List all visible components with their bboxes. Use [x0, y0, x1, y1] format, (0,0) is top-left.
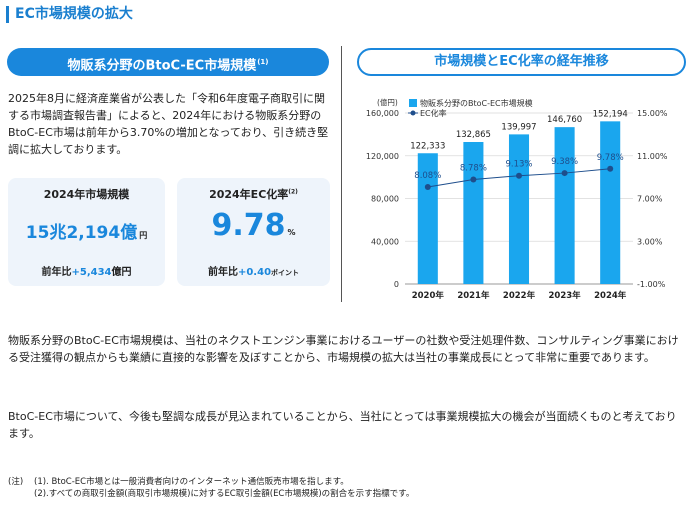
kpi-ec-rate-value-row: 9.78% [177, 208, 330, 243]
body-paragraph-2: BtoC-EC市場について、今後も堅調な成長が見込まれていることから、当社にとっ… [8, 410, 677, 440]
y-left-unit: (億円) [377, 97, 398, 107]
kpi-ec-rate-delta: +0.40 [237, 267, 272, 278]
footnote-2: (2).すべての商取引金額(商取引市場規模)に対するEC取引金額(EC市場規模)… [34, 489, 415, 499]
y-right-tick-label: 3.00% [637, 237, 663, 246]
kpi-ec-rate-sub-unit: ポイント [271, 269, 300, 277]
x-tick-label: 2023年 [549, 290, 582, 301]
y-right-tick-label: 7.00% [637, 195, 663, 204]
left-panel-title: 物販系分野のBtoC-EC市場規模(1) [7, 48, 329, 76]
x-tick-label: 2020年 [412, 290, 445, 301]
kpi-ec-rate-sub: 前年比+0.40ポイント [177, 263, 330, 278]
intro-text: 2025年8月に経済産業省が公表した「令和6年度電子商取引に関する市場調査報告書… [8, 92, 329, 156]
left-panel-title-note: (1) [257, 58, 269, 66]
market-size-chart: 0 -1.00% 40,000 3.00% 80,000 7.00% 120,000 11.0… [366, 97, 668, 301]
y-left-tick-label: 40,000 [371, 237, 399, 246]
kpi-ec-rate-sub-prefix: 前年比 [207, 267, 238, 278]
legend-bar-label: 物販系分野のBtoC-EC市場規模 [420, 98, 533, 108]
ec-rate-label: 9.78% [597, 153, 624, 163]
bar-value-label: 132,865 [456, 130, 491, 140]
y-left-tick-label: 0 [394, 280, 399, 289]
bar [463, 142, 484, 284]
ec-rate-label: 9.13% [505, 160, 532, 170]
x-tick-label: 2024年 [594, 290, 627, 301]
bar-value-label: 122,333 [410, 141, 445, 151]
panel-divider [341, 46, 342, 302]
kpi-ec-rate: 2024年EC化率(2) 9.78% 前年比+0.40ポイント [177, 178, 330, 286]
ec-rate-point [561, 170, 568, 177]
kpi-market-size-unit: 円 [139, 231, 148, 240]
ec-rate-point [516, 172, 522, 179]
kpi-ec-rate-label-note: (2) [288, 188, 298, 196]
legend-bar-swatch [409, 99, 417, 107]
legend-line-marker [410, 110, 416, 116]
kpi-market-size-value: 15兆2,194億 [25, 223, 138, 243]
x-tick-label: 2021年 [457, 290, 490, 301]
y-left-tick-label: 160,000 [366, 109, 399, 118]
section-title: EC市場規模の拡大 [6, 6, 133, 23]
kpi-market-size: 2024年市場規模 15兆2,194億円 前年比+5,434億円 [8, 178, 165, 286]
ec-rate-point [470, 176, 477, 183]
ec-rate-point [607, 165, 614, 172]
bar-value-label: 139,997 [501, 122, 536, 132]
right-panel-title: 市場規模とEC化率の経年推移 [357, 48, 686, 76]
footnotes: (注) (1). BtoC-EC市場とは一般消費者向けのインターネット通信販売市… [8, 476, 414, 500]
bar [600, 121, 621, 284]
bar-value-label: 152,194 [593, 109, 628, 119]
bar [554, 127, 575, 284]
footnotes-label: (注) [8, 477, 24, 487]
kpi-ec-rate-label-row: 2024年EC化率(2) [177, 186, 330, 202]
kpi-market-size-value-row: 15兆2,194億円 [8, 218, 165, 243]
kpi-market-size-sub-prefix: 前年比 [41, 267, 72, 278]
bar-value-label: 146,760 [547, 115, 582, 125]
bar [508, 134, 530, 284]
left-panel-title-text: 物販系分野のBtoC-EC市場規模 [67, 58, 257, 74]
legend-line-label: EC化率 [420, 108, 447, 118]
ec-rate-label: 8.08% [414, 171, 441, 181]
footnote-1: (1). BtoC-EC市場とは一般消費者向けのインターネット通信販売市場を指し… [34, 477, 349, 487]
y-right-tick-label: -1.00% [637, 280, 666, 289]
kpi-market-size-sub-unit: 億円 [111, 267, 132, 278]
kpi-ec-rate-unit: % [287, 228, 296, 237]
kpi-market-size-delta: +5,434 [71, 267, 112, 278]
kpi-ec-rate-label: 2024年EC化率 [209, 188, 289, 201]
kpi-ec-rate-value: 9.78 [211, 208, 286, 243]
ec-rate-label: 9.38% [551, 157, 578, 167]
y-left-tick-label: 80,000 [371, 195, 399, 204]
body-paragraph-1: 物販系分野のBtoC-EC市場規模は、当社のネクストエンジン事業におけるユーザー… [8, 334, 679, 364]
ec-rate-point [424, 183, 431, 190]
kpi-market-size-sub: 前年比+5,434億円 [8, 263, 165, 278]
y-left-tick-label: 120,000 [366, 152, 399, 161]
y-right-tick-label: 15.00% [637, 109, 668, 118]
ec-rate-label: 8.78% [460, 163, 487, 173]
x-tick-label: 2022年 [503, 290, 536, 301]
kpi-market-size-label: 2024年市場規模 [43, 188, 130, 201]
y-right-tick-label: 11.00% [637, 152, 668, 161]
